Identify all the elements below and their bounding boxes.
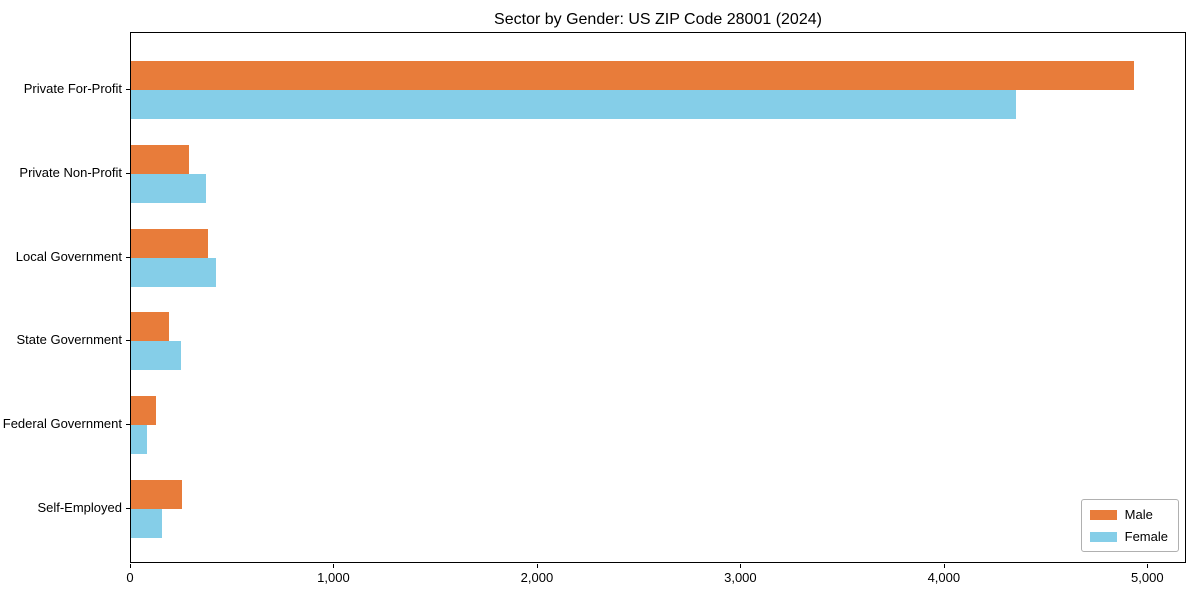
bar-female-2	[131, 173, 207, 203]
x-tick-mark	[1147, 564, 1149, 568]
bar-female-1	[131, 90, 1017, 119]
y-axis-label: Self-Employed	[37, 500, 122, 515]
bar-male-2	[131, 144, 189, 174]
x-tick-label: 0	[126, 570, 134, 585]
x-tick-mark	[333, 564, 335, 568]
y-axis-label: Private For-Profit	[23, 81, 122, 96]
bar-male-6	[131, 480, 182, 509]
bar-female-4	[131, 341, 181, 371]
legend-swatch-female	[1089, 531, 1117, 542]
y-tick-mark	[126, 508, 130, 509]
legend-label: Female	[1124, 529, 1168, 544]
x-tick-label: 4,000	[927, 570, 961, 585]
bar-male-5	[131, 396, 157, 426]
legend: Male Female	[1080, 499, 1179, 552]
x-tick-mark	[943, 564, 945, 568]
x-tick-mark	[740, 564, 742, 568]
x-tick-label: 2,000	[520, 570, 554, 585]
legend-entry-female: Female	[1089, 529, 1168, 544]
bar-male-1	[131, 61, 1135, 90]
legend-entry-male: Male	[1089, 507, 1168, 522]
y-tick-mark	[126, 340, 130, 342]
x-tick-label: 1,000	[317, 570, 350, 585]
y-tick-mark	[126, 89, 130, 90]
y-axis-label: State Government	[16, 332, 123, 348]
y-axis-label: Private Non-Profit	[19, 164, 122, 180]
bar-female-3	[131, 257, 217, 287]
x-tick-label: 5,000	[1131, 570, 1164, 585]
y-tick-mark	[126, 424, 130, 426]
legend-swatch-male	[1089, 509, 1117, 520]
bar-female-5	[131, 425, 148, 455]
y-tick-mark	[126, 256, 130, 258]
legend-label: Male	[1124, 507, 1153, 522]
bar-male-3	[131, 228, 209, 258]
plot-area: Male Female	[130, 32, 1186, 563]
y-axis-label: Federal Government	[2, 416, 122, 432]
bar-female-6	[131, 509, 162, 538]
x-tick-mark	[536, 564, 538, 568]
y-tick-mark	[126, 172, 130, 174]
x-tick-label: 3,000	[724, 570, 757, 585]
y-axis-label: Local Government	[15, 248, 122, 264]
bar-male-4	[131, 312, 169, 342]
chart-title: Sector by Gender: US ZIP Code 28001 (202…	[494, 11, 822, 28]
x-tick-mark	[130, 564, 131, 568]
